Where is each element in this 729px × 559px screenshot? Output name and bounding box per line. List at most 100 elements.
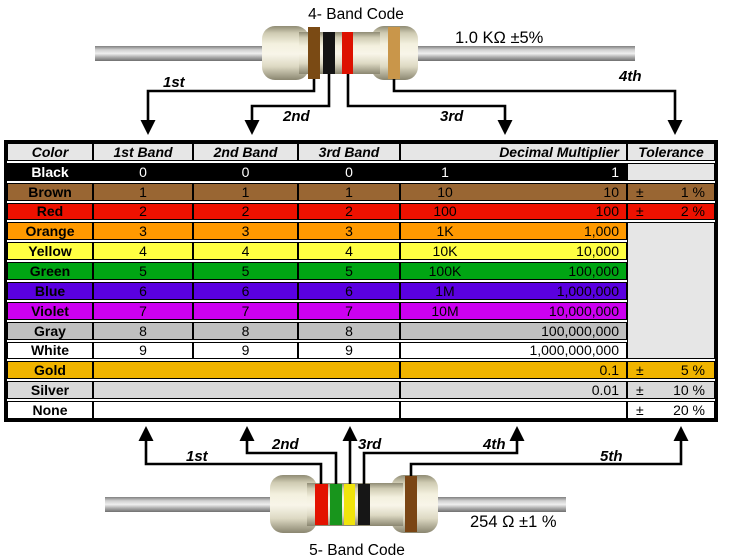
arrow-1st [140,79,316,135]
band-green [330,484,342,525]
multiplier-cell: 10 10 [400,182,627,201]
multiplier-full: 10,000,000 [548,302,619,319]
multiplier-full: 0.01 [591,382,619,399]
arrow-label-2nd: 2nd [282,108,311,125]
lead-wire-right [436,497,566,512]
multiplier-short: 1M [435,282,455,299]
color-name-cell: Blue [7,282,93,300]
multiplier-full: 10,000 [576,243,619,260]
band3-cell: 3 [298,222,400,241]
five-band-resistor-diagram: 1st 2nd 3rd 4th 5th 254 Ω ±1 % 5- Band C… [105,426,689,559]
bands-merged-cell [93,401,400,419]
band3-cell: 0 [298,162,400,181]
color-name-cell: Red [7,202,93,221]
tolerance-cell [627,162,715,181]
arrow-label-4th: 4th [482,436,506,453]
band-yellow [344,484,355,525]
multiplier-full: 100,000,000 [541,322,619,339]
arrow-label-4th: 4th [618,68,642,85]
tolerance-cell: ±10 % [627,381,715,400]
multiplier-full: 0.1 [599,362,619,379]
multiplier-cell: 0.01 [400,381,627,400]
bands-merged-cell [93,361,400,380]
multiplier-cell: 1,000,000,000 [400,341,627,360]
color-name-cell: Black [7,162,93,181]
color-name-cell: Green [7,262,93,280]
band-red [315,484,328,525]
band2-cell: 8 [193,321,298,340]
arrow-label-5th: 5th [600,448,623,465]
band1-cell: 1 [93,182,193,201]
multiplier-short: 100 [433,203,457,220]
band3-cell: 9 [298,341,400,360]
band3-cell: 4 [298,242,400,261]
header-color: Color [7,143,93,161]
band1-cell: 3 [93,222,193,241]
color-name-cell: Brown [7,182,93,201]
multiplier-full: 10 [603,183,619,200]
multiplier-short: 10M [431,302,459,319]
band1-cell: 7 [93,301,193,320]
band-gold [388,27,400,79]
resistor-body-left-bulge [270,475,317,533]
arrow-label-3rd: 3rd [440,108,464,125]
header-3rd-band: 3rd Band [298,143,400,161]
arrow-label-3rd: 3rd [358,436,382,453]
band3-cell: 6 [298,282,400,300]
arrow-2nd [239,426,338,484]
band3-cell: 8 [298,321,400,340]
multiplier-short: 10K [432,243,458,260]
five-band-value: 254 Ω ±1 % [470,513,557,531]
multiplier-cell: 100 100 [400,202,627,221]
multiplier-cell: 10K 10,000 [400,242,627,261]
multiplier-short: 1 [441,163,449,180]
four-band-resistor-diagram: 1st 2nd 3rd 4th 4- Band Code 1.0 KΩ ±5% [95,6,683,135]
band-black [358,484,370,525]
color-code-table: Color 1st Band 2nd Band 3rd Band Decimal Mul… [4,140,718,422]
lead-wire-left [95,46,265,61]
band2-cell: 9 [193,341,298,360]
arrow-3rd [346,74,513,135]
tolerance-cell: ±1 % [627,182,715,201]
tolerance-value: 20 % [673,402,705,419]
multiplier-short: 1K [436,223,454,240]
arrow-4th [362,426,525,484]
band-brown [308,27,320,79]
color-name-cell: Silver [7,381,93,400]
multiplier-short: 10 [437,183,453,200]
color-name-cell: White [7,341,93,360]
band2-cell: 3 [193,222,298,241]
multiplier-full: 1 [611,163,619,180]
arrow-2nd [244,74,331,135]
plus-minus-sign: ± [636,402,644,419]
band3-cell: 1 [298,182,400,201]
resistor-body-left-bulge [262,26,309,80]
band2-cell: 4 [193,242,298,261]
multiplier-cell: 1M 1,000,000 [400,282,627,300]
arrow-1st [138,426,323,484]
lead-wire-right [416,46,635,61]
tolerance-value: 2 % [680,203,705,220]
multiplier-full: 100 [595,203,619,220]
header-2nd-band: 2nd Band [193,143,298,161]
multiplier-full: 1,000 [583,223,619,240]
color-name-cell: Gold [7,361,93,380]
color-name-cell: Gray [7,321,93,340]
color-name-cell: Yellow [7,242,93,261]
four-band-title: 4- Band Code [308,6,404,23]
color-name-cell: Violet [7,301,93,320]
arrow-label-1st: 1st [163,74,186,91]
band2-cell: 7 [193,301,298,320]
band-brown [405,476,417,532]
band1-cell: 6 [93,282,193,300]
tolerance-cell: ±5 % [627,361,715,380]
arrow-label-1st: 1st [186,448,209,465]
tolerance-merged-cell [627,222,715,360]
multiplier-cell: 10M 10,000,000 [400,301,627,320]
color-name-cell: Orange [7,222,93,241]
band1-cell: 4 [93,242,193,261]
tolerance-value: 1 % [680,183,705,200]
tolerance-cell: ±20 % [627,401,715,419]
